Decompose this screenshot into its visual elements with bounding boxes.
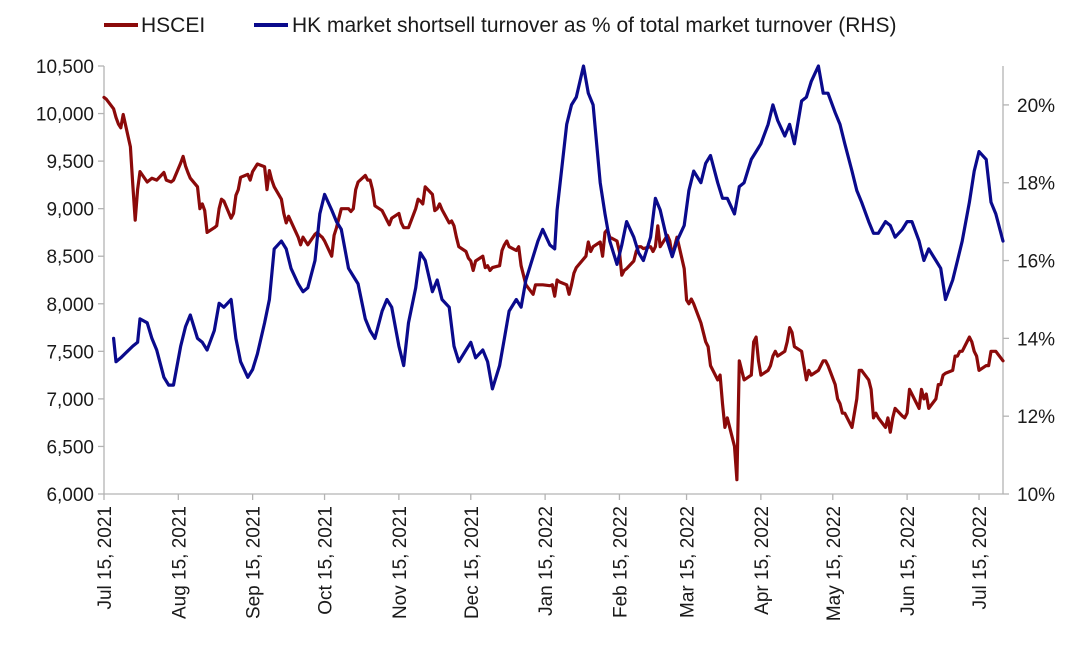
y-left-tick-label: 9,000 <box>46 200 94 221</box>
x-tick-label: Sep 15, 2021 <box>244 506 265 619</box>
y-right-tick-label: 16% <box>1017 252 1055 273</box>
legend-label-hscei: HSCEI <box>141 14 205 37</box>
y-left-tick-label: 6,000 <box>46 485 94 506</box>
y-right-tick-label: 18% <box>1017 174 1055 195</box>
series-line-shortsell <box>112 64 1005 391</box>
x-tick-label: Nov 15, 2021 <box>390 506 411 619</box>
x-tick-label: Apr 15, 2022 <box>752 506 773 615</box>
y-right-tick-label: 14% <box>1017 329 1055 350</box>
x-tick-label: Mar 15, 2022 <box>678 506 699 618</box>
x-tick-label: Jul 15, 2021 <box>95 506 116 610</box>
y-left-tick-label: 6,500 <box>46 437 94 458</box>
legend-label-shortsell: HK market shortsell turnover as % of tot… <box>292 14 897 37</box>
x-tick-label: May 15, 2022 <box>824 506 845 621</box>
y-right-tick-label: 10% <box>1017 485 1055 506</box>
y-left-tick-label: 8,500 <box>46 247 94 268</box>
y-left-tick-label: 8,000 <box>46 295 94 316</box>
axes <box>103 66 1004 495</box>
y-left-ticks: 6,000 6,500 7,000 7,500 8,000 8,500 9,000 9,500… <box>36 57 104 506</box>
y-right-ticks: 10% 12% 14% 16% 18% 20% <box>1003 96 1055 506</box>
y-left-tick-label: 10,500 <box>36 57 94 78</box>
x-tick-label: Jan 15, 2022 <box>536 506 557 616</box>
y-left-tick-label: 7,000 <box>46 390 94 411</box>
series-line-hscei <box>102 95 1005 482</box>
x-ticks: Jul 15, 2021 Aug 15, 2021 Sep 15, 2021 Oct … <box>95 494 991 621</box>
y-right-tick-label: 20% <box>1017 96 1055 117</box>
x-tick-label: Aug 15, 2021 <box>169 506 190 619</box>
y-left-tick-label: 9,500 <box>46 152 94 173</box>
series-lines <box>102 64 1005 482</box>
x-tick-label: Jul 15, 2022 <box>970 506 991 610</box>
x-tick-label: Dec 15, 2021 <box>462 506 483 619</box>
y-left-tick-label: 7,500 <box>46 342 94 363</box>
y-left-tick-label: 10,000 <box>36 105 94 126</box>
x-tick-label: Jun 15, 2022 <box>898 506 919 616</box>
x-tick-label: Oct 15, 2021 <box>316 506 337 615</box>
x-tick-label: Feb 15, 2022 <box>610 506 631 618</box>
y-right-tick-label: 12% <box>1017 407 1055 428</box>
legend: HSCEI HK market shortsell turnover as % … <box>104 14 897 37</box>
